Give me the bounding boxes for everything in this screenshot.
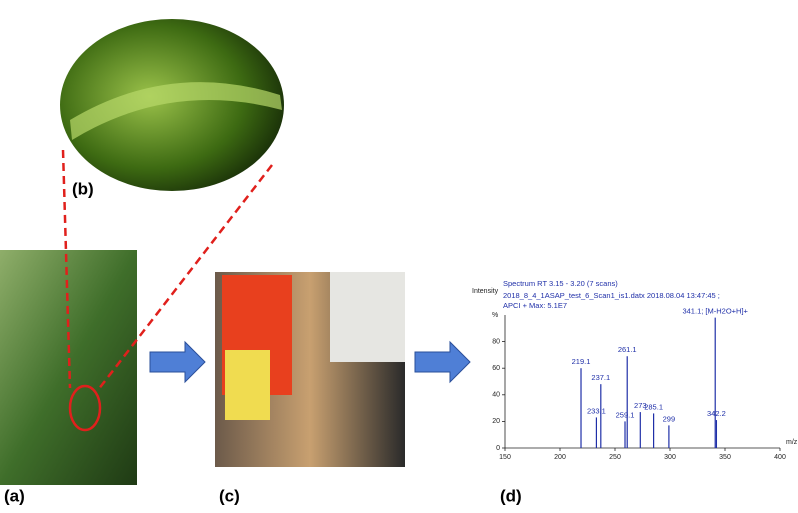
spectrum-header: 2018_8_4_1ASAP_test_6_Scan1_is1.datx 201… [503,291,720,300]
peak-label: 273 [634,401,647,410]
trichome-photo [60,19,284,191]
spectrum-header: APCI + Max: 5.1E7 [503,301,567,310]
peak-label: 341.1; [M-H2O+H]+ [682,307,748,316]
zoom-line [97,164,273,391]
x-tick-label: 400 [774,454,786,461]
stem [70,82,282,140]
zoom-line [61,149,72,389]
spectrum-header: Spectrum RT 3.15 - 3.20 (7 scans) [503,279,618,288]
panel-label: (b) [72,179,94,198]
instrument [330,272,405,362]
peak-label: 261.1 [618,345,637,354]
zoom-circle [68,384,102,432]
y-tick-label: 40 [492,392,500,399]
peak-label: 285.1 [644,402,663,411]
arrow [149,340,206,384]
peak-label: 342.2 [707,409,726,418]
peak-label: 219.1 [572,357,591,366]
peak-label: 259.1 [616,410,635,419]
x-tick-label: 250 [609,454,621,461]
y-tick-label: 80 [492,338,500,345]
x-tick-label: 150 [499,454,511,461]
y-tick-label: 20 [492,418,500,425]
arrow [414,340,471,384]
peak-label: 299 [663,414,676,423]
y-tick-label: 0 [496,445,500,452]
plant-photo [0,250,137,485]
y-axis-label: Intensity [472,288,499,295]
x-tick-label: 300 [664,454,676,461]
panel-label: (d) [500,486,522,505]
x-tick-label: 200 [554,454,566,461]
peak-label: 233.1 [587,406,606,415]
y-unit: % [492,312,498,319]
x-tick-label: 350 [719,454,731,461]
panel-label: (c) [219,486,240,505]
y-tick-label: 60 [492,365,500,372]
peak-label: 237.1 [591,373,610,382]
x-axis-label: m/z [786,439,798,446]
panel-label: (a) [4,486,25,505]
skirt [225,350,270,420]
